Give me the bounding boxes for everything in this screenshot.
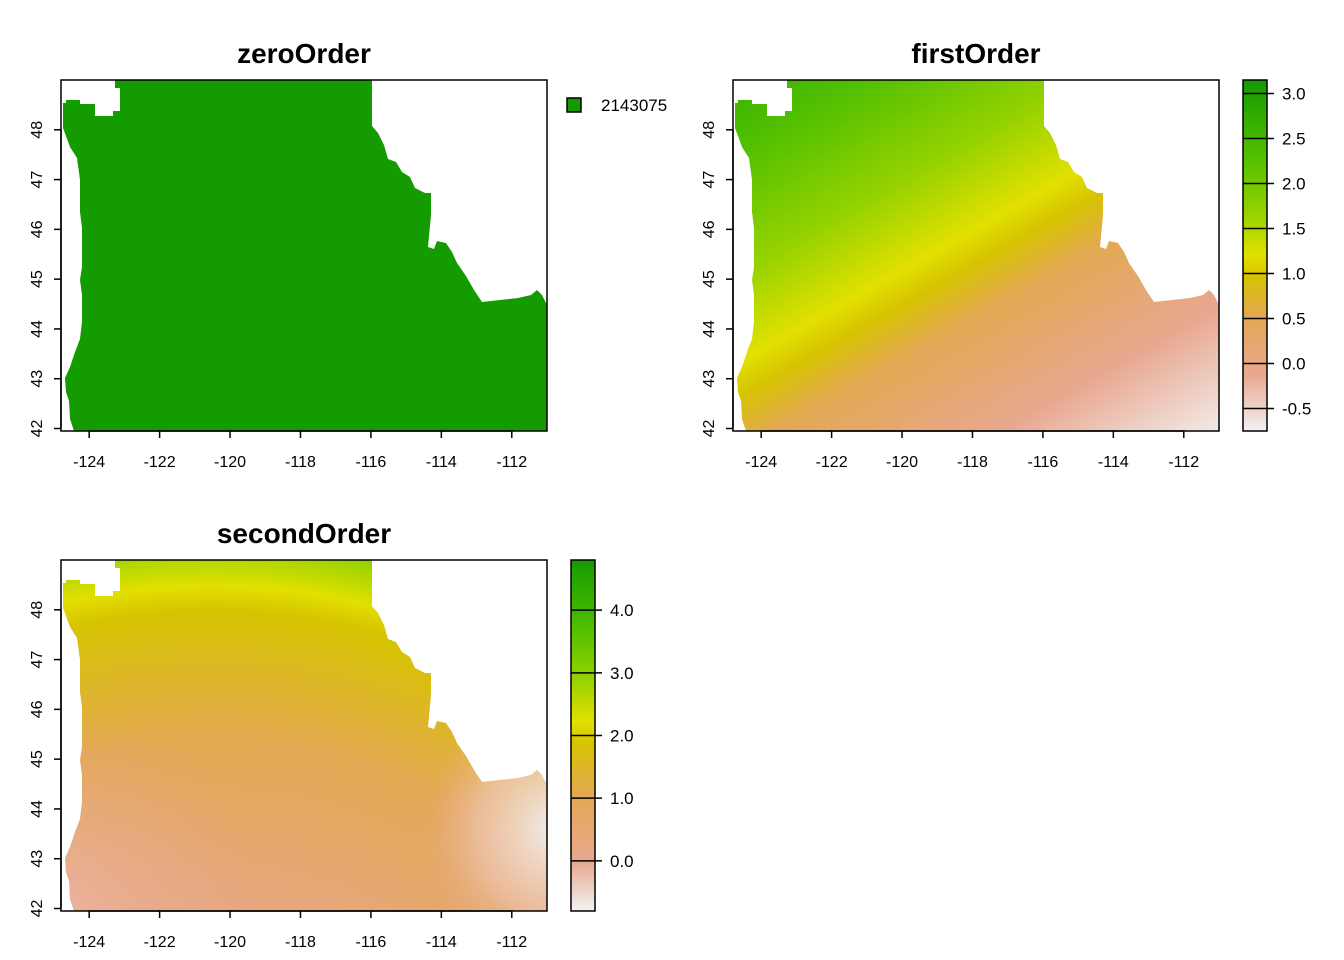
y-tick-label: 45 (29, 750, 46, 768)
x-tick-label: -122 (144, 934, 176, 951)
colorbar-tick-label: -0.5 (1282, 400, 1311, 419)
colorbar: 3.0 2.5 2.0 1.5 1.0 0.5 0.0 -0.5 (1242, 79, 1311, 432)
colorbar: 4.0 3.0 2.0 1.0 0.0 (570, 559, 634, 912)
map-area (735, 80, 1219, 431)
map-shape (735, 80, 1219, 431)
colorbar-tick-label: 4.0 (610, 601, 634, 620)
x-axis: -124 -122 -120 -118 -116 -114 -112 (745, 430, 1199, 471)
colorbar-tick-label: 0.0 (610, 852, 634, 871)
colorbar-ticks: 3.0 2.5 2.0 1.5 1.0 0.5 0.0 -0.5 (1243, 85, 1311, 419)
map-shape-shading-sw (63, 560, 547, 911)
y-tick-label: 47 (29, 171, 46, 189)
legend-label: 2143075 (601, 96, 667, 115)
colorbar-tick-label: 2.0 (610, 727, 634, 746)
y-tick-label: 43 (701, 370, 718, 388)
y-tick-label: 44 (701, 320, 718, 338)
y-tick-label: 42 (29, 420, 46, 438)
y-tick-label: 46 (29, 700, 46, 718)
x-tick-label: -118 (957, 454, 988, 471)
y-tick-label: 48 (701, 121, 718, 139)
x-tick-label: -122 (144, 454, 176, 471)
panel-title: firstOrder (911, 38, 1040, 69)
y-axis: 42 43 44 45 46 47 48 (29, 601, 62, 918)
x-axis: -124 -122 -120 -118 -116 -114 -112 (73, 430, 527, 471)
panel-second-order: secondOrder -124 -122 -120 -118 -116 -114 -112… (29, 518, 634, 951)
x-tick-label: -124 (73, 454, 105, 471)
y-tick-label: 44 (29, 800, 46, 818)
y-tick-label: 43 (29, 850, 46, 868)
x-tick-label: -120 (214, 934, 246, 951)
y-tick-label: 42 (29, 900, 46, 918)
colorbar-tick-label: 2.5 (1282, 130, 1306, 149)
x-tick-label: -114 (426, 454, 457, 471)
x-tick-label: -124 (745, 454, 777, 471)
y-tick-label: 48 (29, 601, 46, 619)
colorbar-tick-label: 3.0 (610, 664, 634, 683)
x-axis: -124 -122 -120 -118 -116 -114 -112 (73, 910, 527, 951)
panel-title: secondOrder (217, 518, 391, 549)
x-tick-label: -118 (285, 934, 316, 951)
x-tick-label: -118 (285, 454, 316, 471)
map-shape (63, 80, 547, 431)
colorbar-tick-label: 0.5 (1282, 310, 1306, 329)
legend: 2143075 (566, 96, 667, 115)
y-tick-label: 47 (701, 171, 718, 189)
y-tick-label: 42 (701, 420, 718, 438)
x-tick-label: -112 (496, 454, 527, 471)
x-tick-label: -120 (886, 454, 918, 471)
y-axis: 42 43 44 45 46 47 48 (29, 121, 62, 438)
legend-swatch (566, 97, 582, 113)
x-tick-label: -112 (496, 934, 527, 951)
y-tick-label: 45 (29, 270, 46, 288)
x-tick-label: -122 (816, 454, 848, 471)
x-tick-label: -116 (355, 454, 386, 471)
y-tick-label: 47 (29, 651, 46, 669)
y-axis: 42 43 44 45 46 47 48 (701, 121, 734, 438)
y-tick-label: 48 (29, 121, 46, 139)
colorbar-tick-label: 1.0 (610, 789, 634, 808)
x-tick-label: -120 (214, 454, 246, 471)
y-tick-label: 43 (29, 370, 46, 388)
colorbar-tick-label: 0.0 (1282, 355, 1306, 374)
x-tick-label: -114 (1098, 454, 1129, 471)
colorbar-tick-label: 1.5 (1282, 220, 1306, 239)
panel-first-order: firstOrder -124 -122 -120 -118 -116 -114 -112 … (701, 38, 1311, 471)
y-tick-label: 44 (29, 320, 46, 338)
panel-zero-order: zeroOrder -124 -122 -120 -118 -116 -114 -112 4… (29, 38, 667, 471)
colorbar-fill (1242, 79, 1268, 432)
x-tick-label: -124 (73, 934, 105, 951)
x-tick-label: -116 (355, 934, 386, 951)
colorbar-ticks: 4.0 3.0 2.0 1.0 0.0 (571, 601, 634, 871)
map-area (63, 80, 547, 431)
x-tick-label: -112 (1168, 454, 1199, 471)
panel-title: zeroOrder (237, 38, 371, 69)
map-area (63, 560, 547, 911)
colorbar-tick-label: 2.0 (1282, 175, 1306, 194)
x-tick-label: -114 (426, 934, 457, 951)
colorbar-tick-label: 1.0 (1282, 265, 1306, 284)
y-tick-label: 46 (29, 220, 46, 238)
y-tick-label: 46 (701, 220, 718, 238)
colorbar-tick-label: 3.0 (1282, 85, 1306, 104)
y-tick-label: 45 (701, 270, 718, 288)
x-tick-label: -116 (1027, 454, 1058, 471)
